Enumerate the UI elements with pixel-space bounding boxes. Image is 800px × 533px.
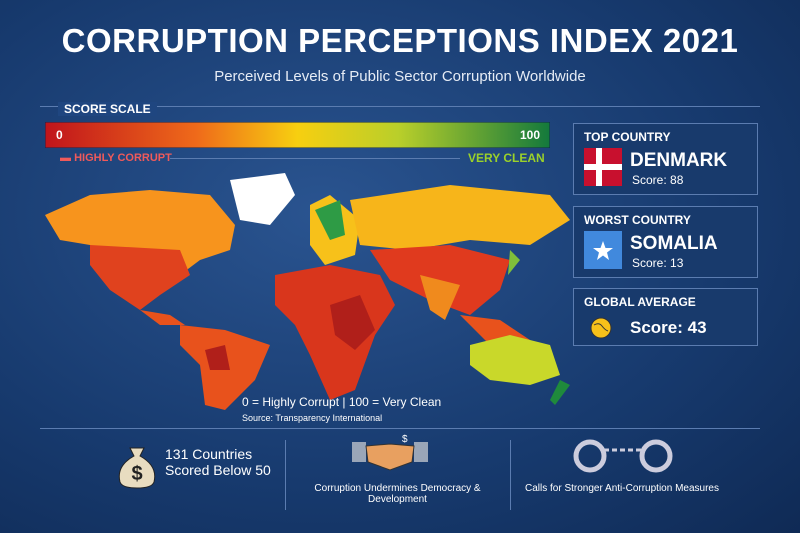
title: CORRUPTION PERCEPTIONS INDEX 2021 — [61, 22, 739, 59]
divider — [510, 440, 511, 510]
divider — [40, 428, 760, 429]
fact-line: Scored Below 50 — [165, 462, 271, 478]
panel-heading: TOP COUNTRY — [584, 130, 671, 144]
handshake-icon: $ — [352, 434, 428, 471]
country: SOMALIA — [630, 233, 718, 254]
svg-text:$: $ — [131, 463, 142, 485]
average-panel: GLOBAL AVERAGE Score: 43 — [573, 288, 758, 346]
fact: Calls for Stronger Anti-Corruption Measu… — [525, 483, 719, 494]
top-panel: TOP COUNTRY DENMARK Score: 88 — [573, 123, 758, 195]
fact-line: 131 Countries — [165, 446, 253, 462]
scale-low-text: HIGHLY CORRUPT — [74, 152, 172, 164]
legend-note: 0 = Highly Corrupt | 100 = Very Clean — [242, 395, 442, 409]
fact: 131 Countries Scored Below 50 — [165, 446, 271, 478]
legend-source: Source: Transparency International — [242, 413, 383, 423]
score: Score: 13 — [632, 256, 684, 270]
scale-max: 100 — [520, 128, 541, 142]
scale-line — [170, 158, 460, 159]
flag-somalia — [584, 231, 622, 269]
divider — [285, 440, 286, 510]
scale-bar — [45, 122, 550, 148]
scale-high: VERY CLEAN — [468, 151, 545, 165]
globe-icon — [590, 317, 612, 339]
fact: Corruption Undermines Democracy & Develo… — [314, 483, 481, 505]
scale-low: ▬ HIGHLY CORRUPT — [60, 152, 172, 164]
country: DENMARK — [630, 150, 728, 171]
score: Score: 88 — [632, 173, 684, 187]
panel-heading: WORST COUNTRY — [584, 213, 691, 227]
handcuffs-icon — [573, 439, 673, 473]
panel-heading: GLOBAL AVERAGE — [584, 295, 696, 309]
score: Score: 43 — [630, 318, 707, 337]
worst-panel: WORST COUNTRY SOMALIA Score: 13 — [573, 206, 758, 278]
subtitle: Perceived Levels of Public Sector Corrup… — [214, 68, 586, 85]
scale-label: SCORE SCALE — [58, 102, 157, 116]
scale-min: 0 — [56, 128, 63, 142]
svg-text:$: $ — [402, 434, 408, 445]
flag-denmark — [584, 148, 622, 186]
world-map — [45, 173, 570, 410]
divider — [40, 106, 760, 107]
money-bag-icon: $ — [118, 447, 156, 489]
